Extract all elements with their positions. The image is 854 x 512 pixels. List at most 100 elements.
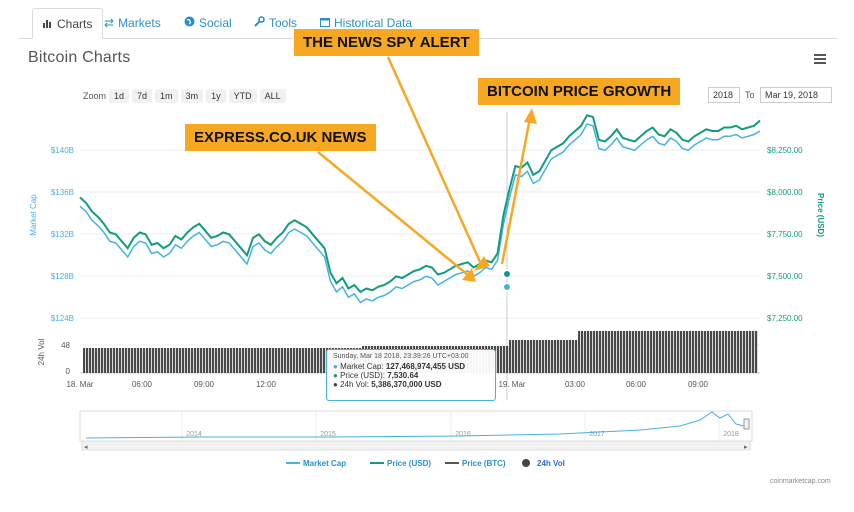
- right-axis-tick-label: $8,250.00: [767, 146, 803, 155]
- x-tick-label: 03:00: [565, 380, 586, 389]
- volume-bar: [266, 348, 269, 373]
- to-label: To: [745, 90, 755, 100]
- navigator-handle: [743, 418, 750, 430]
- tab-tools[interactable]: Tools: [254, 8, 297, 38]
- volume-tick-label: 0: [66, 367, 71, 376]
- navigator-year-label: 2014: [186, 431, 202, 438]
- volume-bar: [668, 331, 671, 373]
- tab-social[interactable]: Social: [184, 8, 232, 38]
- volume-bar: [689, 331, 692, 373]
- volume-bar: [101, 348, 104, 373]
- tooltip-row: ● Market Cap: 127,468,974,455 USD: [333, 362, 466, 371]
- navigator-year-label: 2016: [455, 431, 471, 438]
- volume-bar: [563, 340, 566, 373]
- zoom-3m-button[interactable]: 3m: [180, 89, 204, 103]
- market-cap-line: [79, 123, 761, 304]
- tab-markets[interactable]: ⇄ Markets: [104, 8, 161, 38]
- volume-bar: [566, 340, 569, 373]
- zoom-label: Zoom: [83, 91, 107, 101]
- volume-bar: [158, 348, 161, 373]
- volume-bar: [686, 331, 689, 373]
- from-date-input[interactable]: 2018: [708, 87, 740, 103]
- volume-bar: [161, 348, 164, 373]
- volume-bar: [542, 340, 545, 373]
- news-spy-arrowhead: [474, 256, 490, 271]
- volume-bar: [227, 348, 230, 373]
- volume-bar: [611, 331, 614, 373]
- volume-bar: [155, 348, 158, 373]
- volume-bar: [215, 348, 218, 373]
- volume-bar: [548, 340, 551, 373]
- volume-bar: [194, 348, 197, 373]
- volume-bar: [593, 331, 596, 373]
- volume-bar: [620, 331, 623, 373]
- volume-bar: [248, 348, 251, 373]
- volume-bar: [95, 348, 98, 373]
- volume-bar: [560, 340, 563, 373]
- volume-bar: [92, 348, 95, 373]
- legend-item-label: 24h Vol: [537, 459, 565, 468]
- volume-bar: [83, 348, 86, 373]
- tab-label: Tools: [269, 16, 298, 30]
- calendar-icon: [320, 8, 330, 38]
- volume-bar: [716, 331, 719, 373]
- volume-bar: [245, 348, 248, 373]
- volume-bar: [107, 348, 110, 373]
- volume-bar: [281, 348, 284, 373]
- volume-bar: [209, 348, 212, 373]
- zoom-1y-button[interactable]: 1y: [206, 89, 226, 103]
- volume-bar: [317, 348, 320, 373]
- volume-bar: [536, 340, 539, 373]
- volume-bar: [98, 348, 101, 373]
- express-arrow: [317, 151, 469, 276]
- volume-bar: [212, 348, 215, 373]
- volume-bar: [254, 348, 257, 373]
- volume-bar: [293, 348, 296, 373]
- volume-bar: [200, 348, 203, 373]
- credit-text: coinmarketcap.com: [770, 478, 831, 485]
- to-date-input[interactable]: Mar 19, 2018: [760, 87, 832, 103]
- volume-bar: [650, 331, 653, 373]
- x-tick-label: 12:00: [256, 380, 277, 389]
- zoom-1d-button[interactable]: 1d: [109, 89, 130, 103]
- volume-bar: [530, 340, 533, 373]
- volume-bar: [230, 348, 233, 373]
- zoom-all-button[interactable]: ALL: [259, 89, 286, 103]
- volume-bar: [527, 340, 530, 373]
- volume-bar: [119, 348, 122, 373]
- volume-bar: [590, 331, 593, 373]
- volume-bar: [176, 348, 179, 373]
- volume-bar: [707, 331, 710, 373]
- x-tick-label: 19. Mar: [498, 380, 525, 389]
- volume-bar: [575, 340, 578, 373]
- navigator-scrollbar: [81, 440, 751, 451]
- volume-bar: [581, 331, 584, 373]
- volume-bar: [89, 348, 92, 373]
- volume-bar: [152, 348, 155, 373]
- tab-historical-data[interactable]: Historical Data: [320, 8, 412, 38]
- zoom-ytd-button[interactable]: YTD: [228, 89, 257, 103]
- volume-bar: [719, 331, 722, 373]
- zoom-7d-button[interactable]: 7d: [132, 89, 153, 103]
- left-axis-tick-label: $140B: [51, 146, 74, 155]
- volume-bar: [740, 331, 743, 373]
- volume-bar: [746, 331, 749, 373]
- volume-bar: [122, 348, 125, 373]
- tab-charts[interactable]: Charts: [32, 8, 104, 39]
- right-axis-tick-label: $7,500.00: [767, 272, 803, 281]
- right-axis-tick-label: $8,000.00: [767, 188, 803, 197]
- tab-label: Markets: [118, 16, 161, 30]
- zoom-1m-button[interactable]: 1m: [155, 89, 178, 103]
- volume-bar: [320, 348, 323, 373]
- page-title: Bitcoin Charts: [28, 49, 131, 66]
- volume-bar: [233, 348, 236, 373]
- volume-bar: [188, 348, 191, 373]
- volume-bar: [656, 331, 659, 373]
- scroll-right-icon: ▸: [744, 444, 748, 451]
- volume-bar: [203, 348, 206, 373]
- chart-tooltip: Sunday, Mar 18 2018, 23:39:26 UTC+03:00 …: [326, 349, 496, 401]
- tooltip-row: ● 24h Vol: 5,386,370,000 USD: [333, 380, 442, 389]
- menu-icon[interactable]: [814, 54, 826, 66]
- left-axis-tick-label: $136B: [51, 188, 74, 197]
